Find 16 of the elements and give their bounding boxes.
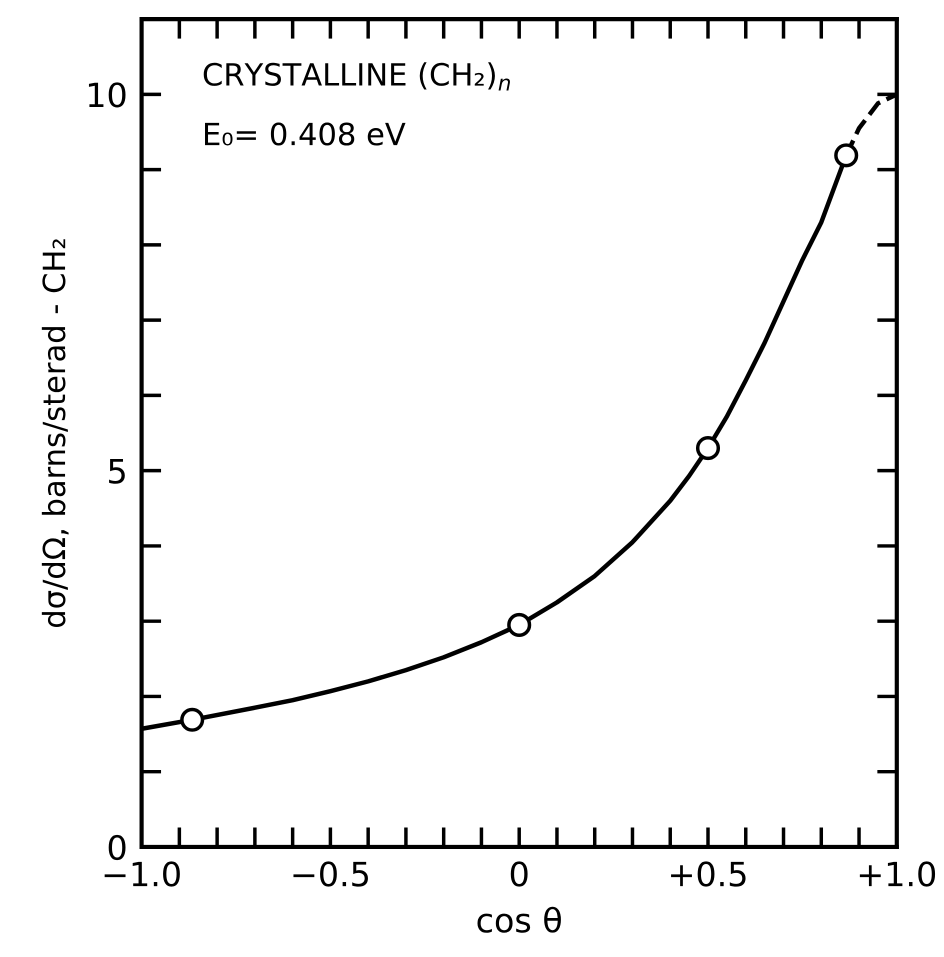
x-tick-label: −1.0: [104, 861, 180, 887]
point: [696, 436, 720, 460]
y-axis-title: dσ/dΩ, barns/sterad - CH₂: [42, 239, 69, 628]
annotation: CRYSTALLINE (CH₂)$_{n}$: [204, 62, 510, 90]
x-tick-label: −0.5: [293, 861, 368, 887]
y-tick-label: 10: [88, 82, 126, 108]
y-tick-label: 0: [108, 834, 126, 860]
point: [834, 143, 858, 168]
x-tick-label: +1.0: [860, 861, 936, 887]
point: [180, 708, 204, 732]
y-tick-label: 5: [109, 459, 125, 484]
x-tick-label: +0.5: [671, 861, 746, 887]
x-tick-label: 0: [510, 861, 528, 887]
point: [507, 612, 532, 637]
annotation: E₀= 0.408 eV: [205, 122, 406, 146]
x-axis-title: cos θ: [478, 906, 561, 933]
